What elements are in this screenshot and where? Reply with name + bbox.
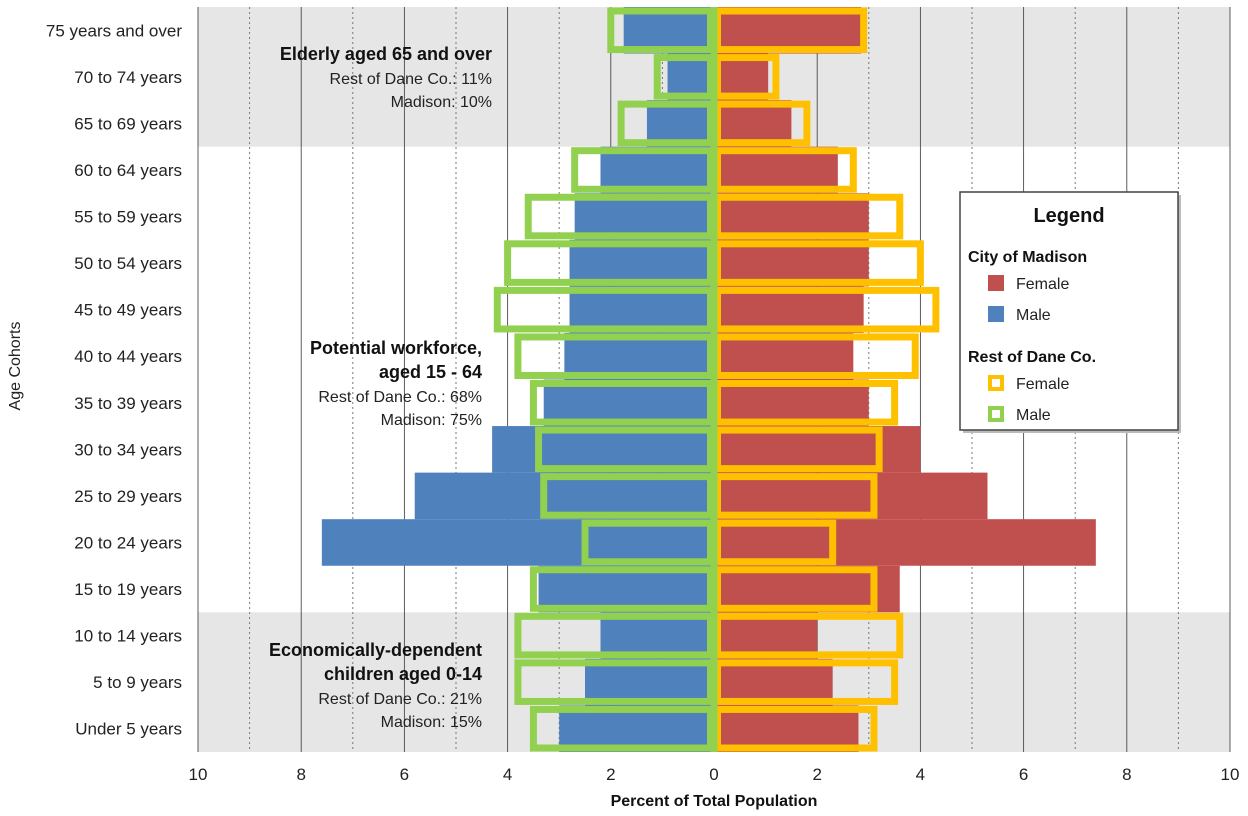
city-of-madison-female-bar-30-to-34-years [714, 426, 921, 473]
annotation-workforce-line-1: Potential workforce, [310, 338, 482, 358]
city-of-madison-female-bar-45-to-49-years [714, 286, 864, 333]
category-label-50-to-54-years: 50 to 54 years [74, 254, 182, 273]
category-label-30-to-34-years: 30 to 34 years [74, 440, 182, 459]
city-of-madison-female-bar-20-to-24-years [714, 519, 1096, 566]
madison-bars [321, 7, 1096, 752]
legend-title: Legend [1033, 205, 1104, 227]
city-of-madison-female-bar-under-5-years [714, 705, 859, 752]
city-of-madison-female-bar-25-to-29-years [714, 472, 988, 520]
city-of-madison-female-bar-70-to-74-years [714, 53, 769, 101]
annotation-children-line-4: Madison: 15% [381, 714, 482, 731]
city-of-madison-male-bar-40-to-44-years [564, 332, 714, 380]
annotation-children-line-1: Economically-dependent [269, 640, 482, 660]
x-tick-label: 6 [1019, 765, 1028, 784]
legend-label-rest-of-dane-co-female: Female [1016, 376, 1069, 393]
category-label-70-to-74-years: 70 to 74 years [74, 68, 182, 87]
x-tick-label: 10 [189, 765, 208, 784]
legend-swatch-city-of-madison-female [988, 275, 1004, 291]
annotation-elderly-line-1: Elderly aged 65 and over [280, 44, 492, 64]
city-of-madison-male-bar-65-to-69-years [646, 100, 714, 147]
legend-label-city-of-madison-female: Female [1016, 276, 1069, 293]
city-of-madison-male-bar-15-to-19-years [538, 565, 714, 613]
annotation-children-line-2: children aged 0-14 [324, 664, 482, 684]
legend-swatch-rest-of-dane-co-male [988, 406, 1004, 422]
category-label-5-to-9-years: 5 to 9 years [93, 673, 182, 692]
city-of-madison-female-bar-60-to-64-years [714, 146, 838, 194]
city-of-madison-female-bar-35-to-39-years [714, 379, 869, 427]
city-of-madison-male-bar-under-5-years [559, 705, 714, 752]
annotations: Elderly aged 65 and over Rest of Dane Co.… [269, 44, 492, 731]
category-label-65-to-69-years: 65 to 69 years [74, 114, 182, 133]
category-label-25-to-29-years: 25 to 29 years [74, 487, 182, 506]
legend-group-rest-of-dane-co: Rest of Dane Co. [968, 349, 1096, 366]
annotation-children-line-3: Rest of Dane Co.: 21% [318, 691, 482, 708]
x-tick-label: 4 [916, 765, 925, 784]
x-tick-label: 6 [400, 765, 409, 784]
city-of-madison-female-bar-50-to-54-years [714, 239, 869, 287]
city-of-madison-male-bar-75-years-and-over [623, 7, 714, 54]
category-label-35-to-39-years: 35 to 39 years [74, 394, 182, 413]
city-of-madison-female-bar-75-years-and-over [714, 7, 862, 54]
city-of-madison-male-bar-10-to-14-years [600, 612, 714, 659]
city-of-madison-female-bar-15-to-19-years [714, 565, 900, 613]
x-tick-label: 8 [296, 765, 305, 784]
category-label-10-to-14-years: 10 to 14 years [74, 627, 182, 646]
category-label-60-to-64-years: 60 to 64 years [74, 161, 182, 180]
legend-swatch-rest-of-dane-co-female [988, 375, 1004, 391]
annotation-elderly-line-3: Madison: 10% [391, 94, 492, 111]
x-tick-labels: 10 8 6 4 2 0 2 4 6 8 10 [189, 765, 1240, 784]
legend-label-rest-of-dane-co-male: Male [1016, 407, 1051, 424]
city-of-madison-male-bar-45-to-49-years [569, 286, 714, 333]
x-tick-label: 2 [606, 765, 615, 784]
city-of-madison-female-bar-5-to-9-years [714, 658, 833, 706]
city-of-madison-male-bar-30-to-34-years [492, 426, 714, 473]
city-of-madison-male-bar-20-to-24-years [321, 519, 714, 566]
city-of-madison-male-bar-60-to-64-years [600, 146, 714, 194]
x-tick-label: 10 [1221, 765, 1240, 784]
city-of-madison-male-bar-55-to-59-years [574, 193, 714, 240]
y-axis-title: Age Cohorts [7, 322, 24, 411]
legend: Legend City of Madison Female Male Rest of D… [959, 191, 1181, 433]
city-of-madison-female-bar-40-to-44-years [714, 332, 854, 380]
legend-label-city-of-madison-male: Male [1016, 307, 1051, 324]
city-of-madison-male-bar-5-to-9-years [585, 658, 714, 706]
city-of-madison-male-bar-25-to-29-years [414, 472, 714, 520]
category-label-20-to-24-years: 20 to 24 years [74, 533, 182, 552]
city-of-madison-female-bar-55-to-59-years [714, 193, 869, 240]
annotation-workforce-line-3: Rest of Dane Co.: 68% [318, 389, 482, 406]
x-axis-title: Percent of Total Population [611, 793, 818, 810]
category-label-55-to-59-years: 55 to 59 years [74, 208, 182, 227]
rest-of-dane-bars [493, 7, 940, 752]
x-tick-label: 0 [709, 765, 718, 784]
category-label-75-years-and-over: 75 years and over [46, 21, 182, 40]
category-label-15-to-19-years: 15 to 19 years [74, 580, 182, 599]
city-of-madison-female-bar-65-to-69-years [714, 100, 792, 147]
city-of-madison-male-bar-50-to-54-years [569, 239, 714, 287]
category-label-40-to-44-years: 40 to 44 years [74, 347, 182, 366]
annotation-workforce-line-4: Madison: 75% [381, 412, 482, 429]
annotation-workforce-line-2: aged 15 - 64 [379, 362, 482, 382]
city-of-madison-male-bar-35-to-39-years [543, 379, 714, 427]
x-tick-label: 8 [1122, 765, 1131, 784]
legend-group-city-of-madison: City of Madison [968, 249, 1087, 266]
city-of-madison-female-bar-10-to-14-years [714, 612, 818, 659]
category-label-45-to-49-years: 45 to 49 years [74, 301, 182, 320]
x-tick-label: 4 [503, 765, 512, 784]
category-label-under-5-years: Under 5 years [75, 720, 182, 739]
city-of-madison-male-bar-70-to-74-years [667, 53, 714, 101]
x-tick-label: 2 [812, 765, 821, 784]
category-labels: Under 5 years 5 to 9 years 10 to 14 years 1… [46, 21, 182, 738]
legend-swatch-city-of-madison-male [988, 306, 1004, 322]
annotation-elderly-line-2: Rest of Dane Co.: 11% [330, 71, 492, 88]
